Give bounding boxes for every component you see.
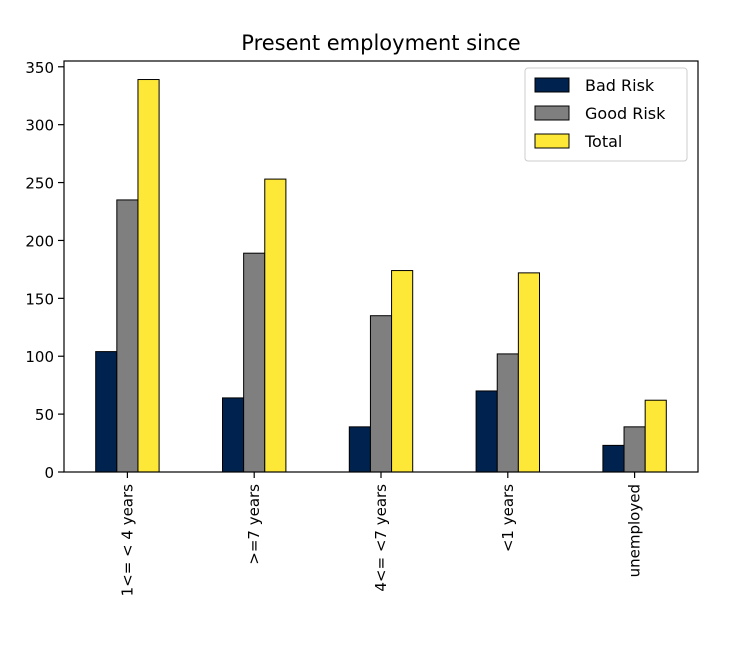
bar-total-4-7-years [391, 270, 414, 473]
bar-total-unemployed [644, 399, 667, 473]
y-tick-label: 100 [25, 348, 54, 366]
y-tick-label: 250 [25, 175, 54, 193]
bar-total-1-4-years [137, 79, 160, 473]
y-tick-label: 0 [44, 464, 54, 482]
legend-label-bad-risk: Bad Risk [585, 76, 655, 95]
legend-swatch-bad-risk [534, 77, 570, 93]
bar-good-risk-7-years [243, 252, 266, 473]
x-tick-label: unemployed [626, 484, 644, 577]
x-tick-label: <1 years [499, 484, 517, 552]
y-tick-label: 300 [25, 117, 54, 135]
bar-total-7-years [264, 178, 287, 473]
axis-ticks: 0 50 100 150 200 250 300 350 1<= < 4 years >=7 ye… [25, 59, 643, 597]
x-tick-label: 4<= <7 years [372, 484, 390, 592]
y-tick-label: 150 [25, 290, 54, 308]
legend: Bad Risk Good Risk Total [524, 67, 688, 162]
legend-label-total: Total [584, 132, 622, 151]
bar-bad-risk-1-4-years [95, 351, 118, 473]
x-tick-label: >=7 years [245, 484, 263, 565]
bar-good-risk-4-7-years [369, 315, 393, 473]
bar-bad-risk-4-7-years [348, 426, 371, 473]
bar-good-risk-unemployed [623, 426, 646, 473]
plot-frame [63, 60, 699, 473]
bar-good-risk-1-years [496, 353, 519, 473]
bar-bad-risk-7-years [222, 397, 245, 473]
y-tick-label: 350 [25, 59, 54, 77]
bar-good-risk-1-4-years [116, 199, 139, 473]
chart-title: Present employment since [241, 31, 520, 55]
bar-bad-risk-unemployed [602, 444, 625, 473]
legend-swatch-total [534, 133, 570, 149]
bar-bad-risk-1-years [475, 390, 498, 473]
x-tick-label: 1<= < 4 years [118, 484, 136, 597]
legend-swatch-good-risk [534, 105, 570, 121]
bar-total-1-years [517, 272, 540, 473]
y-tick-label: 200 [25, 232, 54, 250]
y-tick-label: 50 [35, 406, 54, 424]
legend-label-good-risk: Good Risk [585, 104, 666, 123]
